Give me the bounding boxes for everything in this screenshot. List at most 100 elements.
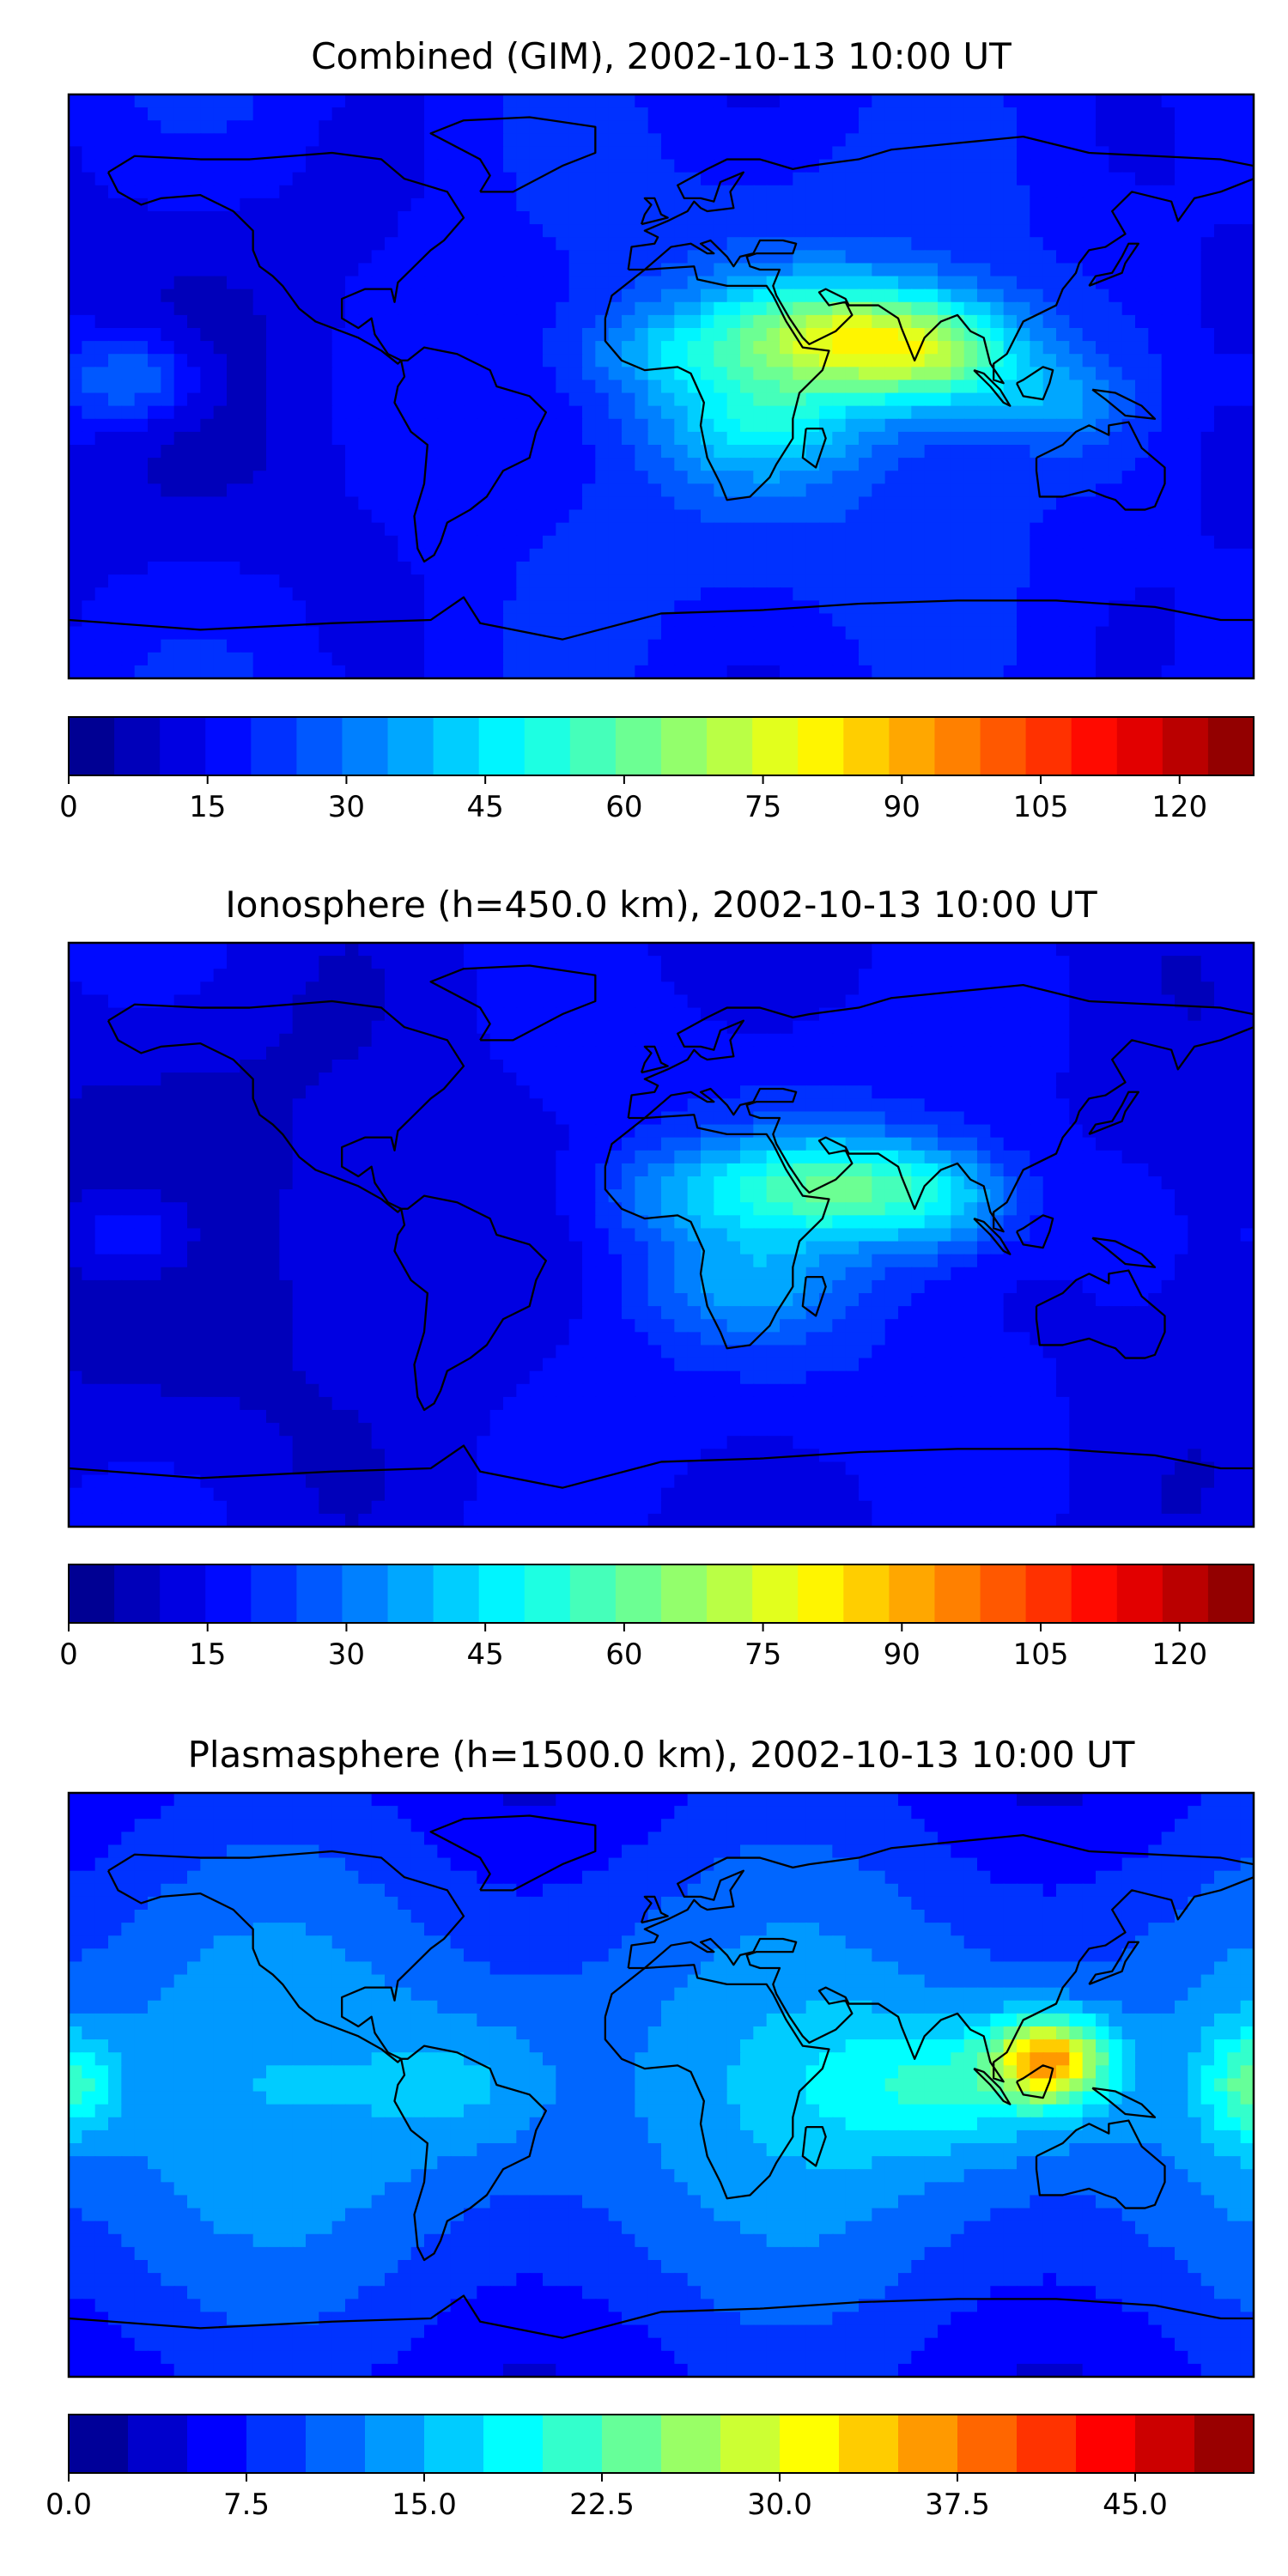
heat-cell [938, 587, 952, 602]
heat-cell [898, 496, 913, 511]
heat-cell [148, 665, 162, 678]
heat-cell [319, 1007, 333, 1022]
heat-cell [701, 1020, 715, 1035]
heat-cell [306, 301, 320, 317]
heat-cell [1148, 237, 1163, 252]
heat-cell [674, 172, 689, 186]
heat-cell [503, 1046, 518, 1061]
heat-cell [1240, 392, 1254, 407]
heat-cell [990, 496, 1005, 511]
heat-cell [108, 301, 123, 317]
heat-cell [1175, 639, 1189, 653]
heat-cell [977, 548, 992, 563]
heat-cell [371, 522, 386, 537]
heat-cell [358, 1007, 373, 1022]
heat-cell [306, 431, 320, 447]
heat-cell [1175, 185, 1189, 200]
heat-cell [582, 94, 597, 109]
heat-cell [556, 250, 570, 264]
heat-cell [227, 276, 241, 290]
heat-cell [1003, 107, 1018, 122]
heat-cell [595, 548, 610, 563]
heat-cell [1227, 431, 1242, 447]
heat-cell [568, 276, 584, 290]
heat-cell [1214, 535, 1229, 550]
heat-cell [398, 237, 412, 252]
heat-cell [608, 522, 623, 537]
heat-cell [805, 535, 821, 550]
heat-cell [437, 574, 452, 589]
heat-cell [543, 276, 557, 290]
heat-cell [845, 276, 860, 290]
heat-cell [148, 263, 162, 277]
heat-cell [477, 237, 491, 252]
heat-cell [410, 600, 426, 615]
heat-cell [1042, 314, 1058, 330]
heat-cell [1175, 172, 1189, 186]
heat-cell [69, 587, 83, 602]
heat-cell [279, 956, 294, 970]
heat-cell [200, 1060, 215, 1074]
heat-cell [832, 562, 847, 576]
heat-cell [227, 289, 241, 303]
heat-cell [529, 587, 544, 602]
heat-cell [1175, 665, 1189, 678]
heat-cell [450, 981, 465, 996]
heat-cell [951, 172, 965, 186]
heat-cell [121, 483, 136, 498]
heat-cell [94, 1020, 110, 1035]
heat-cell [503, 483, 518, 498]
heat-cell [1161, 107, 1176, 122]
heat-cell [1135, 458, 1150, 472]
heat-cell [963, 509, 979, 524]
heat-cell [240, 224, 254, 239]
heat-cell [740, 94, 755, 109]
heat-cell [477, 1060, 491, 1074]
heat-cell [951, 224, 965, 239]
heat-cell [227, 418, 241, 434]
heat-cell [898, 1033, 913, 1048]
heat-cell [898, 509, 913, 524]
heat-cell [306, 587, 320, 602]
heat-cell [687, 943, 702, 957]
heat-cell [371, 197, 386, 213]
heat-cell [1030, 237, 1044, 252]
heat-cell [582, 652, 597, 667]
heat-cell [568, 613, 584, 628]
heat-cell [726, 471, 742, 485]
heat-cell [647, 496, 663, 511]
heat-cell [1017, 445, 1031, 459]
heat-cell [227, 94, 241, 109]
heat-cell [1161, 1007, 1176, 1022]
heat-cell [529, 535, 544, 550]
heat-cell [753, 956, 768, 970]
heat-cell [872, 496, 886, 511]
heat-cell [358, 483, 373, 498]
heat-cell [608, 314, 623, 330]
heat-cell [240, 548, 254, 563]
heat-cell [872, 341, 886, 355]
heat-cell [173, 509, 189, 524]
heat-cell [503, 1020, 518, 1035]
heat-cell [884, 405, 900, 420]
heat-cell [1082, 94, 1097, 109]
heat-cell [213, 107, 228, 122]
heat-cell [635, 522, 649, 537]
heat-cell [1214, 197, 1229, 213]
heat-cell [306, 250, 320, 264]
heat-cell [94, 994, 110, 1009]
heat-cell [556, 994, 570, 1009]
heat-cell [424, 133, 439, 148]
heat-cell [213, 211, 228, 226]
heat-cell [410, 994, 426, 1009]
heat-cell [503, 314, 518, 330]
heat-cell [450, 289, 465, 303]
heat-cell [1227, 301, 1242, 317]
heat-cell [1030, 185, 1044, 200]
heat-cell [740, 237, 755, 252]
heat-cell [279, 981, 294, 996]
heat-cell [161, 172, 175, 186]
heat-cell [200, 471, 215, 485]
heat-cell [82, 263, 96, 277]
heat-cell [516, 1020, 531, 1035]
